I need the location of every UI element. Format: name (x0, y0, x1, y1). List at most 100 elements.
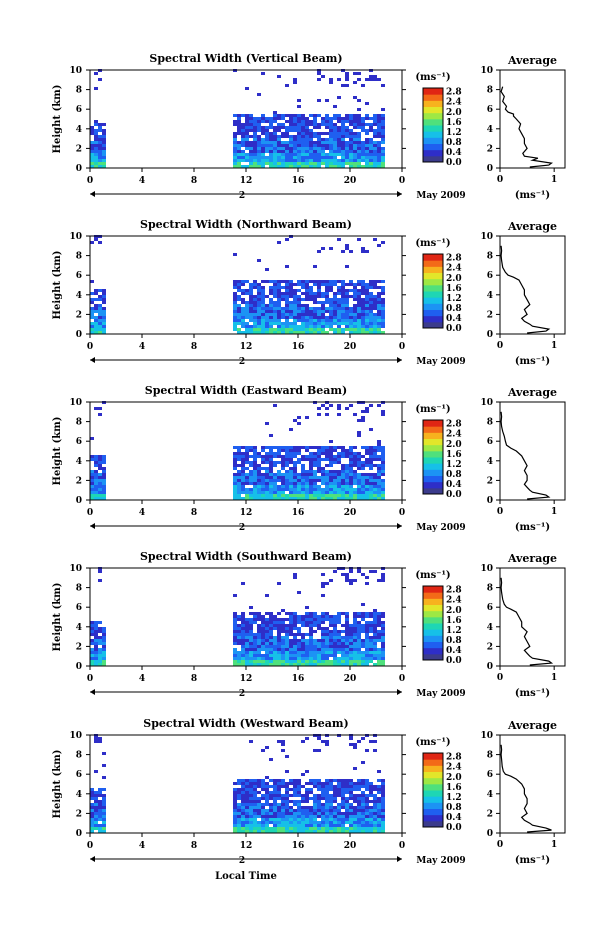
heatmap-cell (309, 654, 313, 657)
heatmap-cell (313, 479, 317, 482)
heatmap-cell (281, 485, 285, 488)
heatmap-cell (361, 791, 365, 794)
heatmap-cell (277, 156, 281, 159)
heatmap-cell (289, 627, 293, 630)
heatmap-cell (297, 479, 301, 482)
heatmap-cell (357, 301, 361, 304)
average-y-tick-label: 8 (487, 252, 493, 262)
heatmap-cell (94, 737, 98, 740)
heatmap-cell (293, 788, 297, 791)
heatmap-cell (253, 815, 257, 818)
heatmap-cell (253, 615, 257, 618)
heatmap-cell (313, 812, 317, 815)
heatmap-cell (369, 325, 373, 328)
heatmap-cell (341, 141, 345, 144)
heatmap-cell (281, 803, 285, 806)
heatmap-cell (373, 304, 377, 307)
heatmap-cell (98, 657, 102, 660)
heatmap-cell (341, 573, 345, 576)
heatmap-cell (345, 797, 349, 800)
heatmap-cell (249, 449, 253, 452)
heatmap-cell (102, 162, 106, 165)
heatmap-cell (269, 491, 273, 494)
heatmap-cell (285, 654, 289, 657)
heatmap-cell (357, 800, 361, 803)
heatmap-cell (237, 129, 241, 132)
heatmap-cell (373, 645, 377, 648)
heatmap-cell (237, 812, 241, 815)
heatmap-cell (281, 497, 285, 500)
heatmap-cell (309, 165, 313, 168)
heatmap-cell (369, 642, 373, 645)
heatmap-cell (90, 627, 94, 630)
heatmap-cell (297, 785, 301, 788)
heatmap-cell (293, 803, 297, 806)
heatmap-cell (377, 494, 381, 497)
heatmap-cell (253, 476, 257, 479)
heatmap-cell (321, 322, 325, 325)
heatmap-cell (249, 642, 253, 645)
heatmap-cell (321, 144, 325, 147)
heatmap-cell (325, 452, 329, 455)
heatmap-cell (329, 120, 333, 123)
heatmap-cell (373, 446, 377, 449)
heatmap-cell (337, 117, 341, 120)
heatmap-cell (289, 159, 293, 162)
heatmap-cell (357, 570, 361, 573)
heatmap-cell (313, 159, 317, 162)
heatmap-cell (349, 313, 353, 316)
heatmap-cell (237, 307, 241, 310)
heatmap-cell (313, 612, 317, 615)
heatmap-cell (90, 621, 94, 624)
heatmap-cell (94, 794, 98, 797)
heatmap-cell (317, 250, 321, 253)
heatmap-cell (102, 135, 106, 138)
colorbar-tick-label: 2.4 (446, 264, 462, 274)
heatmap-cell (357, 794, 361, 797)
heatmap-cell (273, 806, 277, 809)
heatmap-cell (313, 642, 317, 645)
heatmap-cell (341, 482, 345, 485)
heatmap-cell (102, 627, 106, 630)
heatmap-cell (297, 105, 301, 108)
heatmap-cell (341, 830, 345, 833)
heatmap-cell (102, 818, 106, 821)
heatmap-cell (261, 636, 265, 639)
heatmap-cell (365, 788, 369, 791)
heatmap-cell (333, 283, 337, 286)
heatmap-cell (381, 627, 385, 630)
heatmap-cell (333, 298, 337, 301)
heatmap-cell (345, 800, 349, 803)
heatmap-cell (257, 636, 261, 639)
heatmap-cell (261, 630, 265, 633)
heatmap-cell (253, 449, 257, 452)
heatmap-cell (357, 624, 361, 627)
heatmap-cell (289, 325, 293, 328)
heatmap-cell (245, 455, 249, 458)
heatmap-cell (241, 473, 245, 476)
heatmap-cell (337, 150, 341, 153)
heatmap-cell (369, 818, 373, 821)
heatmap-cell (341, 132, 345, 135)
heatmap-cell (317, 779, 321, 782)
heatmap-cell (277, 618, 281, 621)
heatmap-cell (273, 135, 277, 138)
heatmap-cell (249, 316, 253, 319)
heatmap-cell (317, 809, 321, 812)
heatmap-cell (325, 283, 329, 286)
heatmap-cell (313, 331, 317, 334)
heatmap-cell (309, 461, 313, 464)
heatmap-cell (265, 809, 269, 812)
heatmap-cell (377, 244, 381, 247)
heatmap-cell (353, 645, 357, 648)
heatmap-cell (305, 458, 309, 461)
heatmap-cell (353, 289, 357, 292)
heatmap-cell (233, 313, 237, 316)
heatmap-cells (90, 567, 385, 666)
heatmap-cell (253, 153, 257, 156)
heatmap-cell (361, 473, 365, 476)
heatmap-cell (329, 304, 333, 307)
heatmap-cell (289, 470, 293, 473)
heatmap-cell (265, 815, 269, 818)
heatmap-cell (365, 449, 369, 452)
